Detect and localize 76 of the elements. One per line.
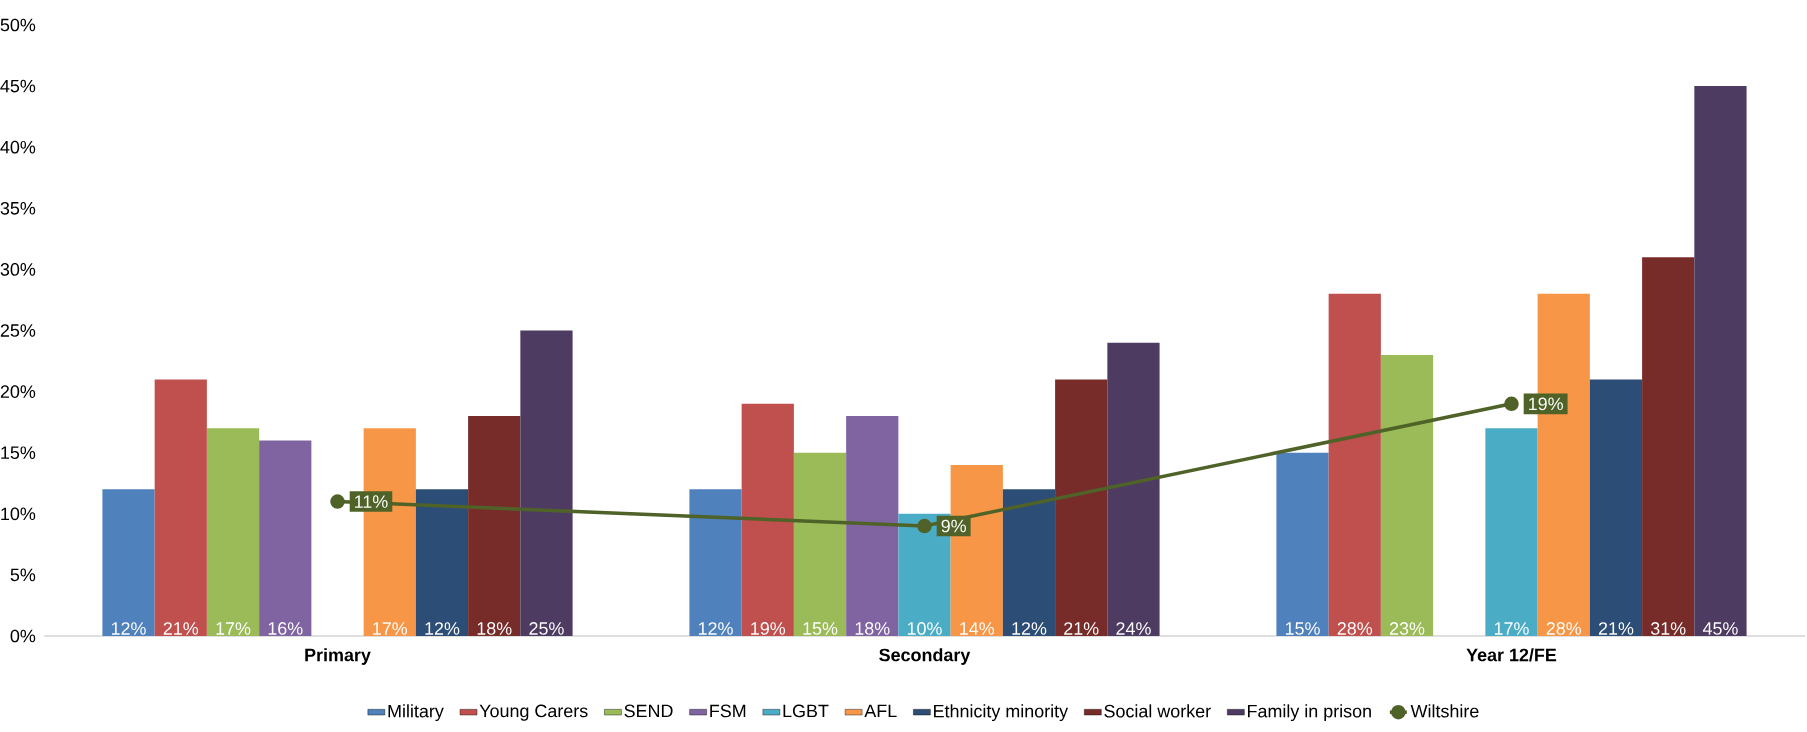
bar <box>1055 379 1108 636</box>
legend-label: LGBT <box>783 704 829 718</box>
data-label: 12% <box>425 622 460 635</box>
y-tick-label: 20% <box>0 385 36 398</box>
data-label: 25% <box>529 622 564 635</box>
y-tick-label: 15% <box>1 446 36 459</box>
bar <box>1694 86 1747 636</box>
bar <box>206 428 260 636</box>
y-tick-label: 5% <box>10 568 36 582</box>
data-label: 12% <box>698 622 733 635</box>
legend-label: AFL <box>864 704 897 717</box>
y-tick-label: 30% <box>0 263 36 276</box>
y-tick-label: 45% <box>0 79 36 93</box>
legend-label: SEND <box>624 704 673 718</box>
y-tick-label: 35% <box>0 201 36 215</box>
bar <box>1589 379 1643 636</box>
point <box>330 494 345 509</box>
data-label: 15% <box>1285 622 1320 635</box>
data-label: 19% <box>751 622 786 635</box>
data-label: 14% <box>960 622 995 635</box>
bar <box>259 440 312 636</box>
legend-label: Young Carers <box>479 704 588 721</box>
data-label: 45% <box>1702 622 1738 635</box>
data-label: 17% <box>1494 622 1529 635</box>
data-label: 19% <box>1529 397 1563 411</box>
legend-label: Family in prison <box>1247 704 1371 722</box>
y-tick-label: 25% <box>0 324 36 337</box>
bar <box>102 489 155 636</box>
data-label: 16% <box>268 622 303 635</box>
bar <box>154 379 207 636</box>
y-tick-label: 0% <box>10 629 36 643</box>
x-tick-label: Year 12/FE <box>1466 648 1557 662</box>
bar <box>1002 489 1056 636</box>
data-label: 31% <box>1650 622 1686 635</box>
data-label: 9% <box>941 519 966 533</box>
data-label: 24% <box>1116 622 1151 635</box>
bar <box>1328 293 1381 636</box>
bar <box>520 330 573 636</box>
y-tick-label: 10% <box>1 507 36 521</box>
data-label: 18% <box>477 622 512 635</box>
data-label: 21% <box>163 622 199 635</box>
bar <box>1642 257 1695 636</box>
bar <box>1380 354 1434 636</box>
x-tick-label: Primary <box>305 648 371 665</box>
bar <box>415 489 469 636</box>
data-label: 21% <box>1598 622 1634 635</box>
data-label: 28% <box>1337 622 1373 635</box>
bar <box>741 403 794 636</box>
data-label: 21% <box>1064 622 1099 635</box>
bar <box>468 416 521 636</box>
data-label: 28% <box>1546 622 1582 635</box>
bar <box>1107 342 1160 636</box>
y-tick-label: 50% <box>0 18 36 32</box>
point <box>917 518 932 534</box>
legend-label: Ethnicity minority <box>934 704 1069 722</box>
legend-label: Military <box>388 704 444 722</box>
x-tick-label: Secondary <box>879 648 971 665</box>
point <box>1504 396 1519 412</box>
data-label: 12% <box>111 622 146 635</box>
bar <box>846 416 899 636</box>
data-label: 11% <box>355 495 388 508</box>
data-label: 18% <box>855 622 890 635</box>
data-label: 17% <box>373 622 408 635</box>
legend-label: Social worker <box>1104 704 1211 718</box>
data-label: 12% <box>1012 622 1047 635</box>
data-label: 15% <box>803 622 838 635</box>
bar <box>793 452 847 636</box>
legend-label: FSM <box>710 704 746 718</box>
y-tick-label: 40% <box>0 140 36 154</box>
bar <box>1276 452 1329 636</box>
data-label: 10% <box>907 622 942 635</box>
legend-label: Wiltshire <box>1410 704 1479 718</box>
data-label: 17% <box>216 622 251 635</box>
data-label: 23% <box>1389 622 1425 635</box>
bar <box>689 489 742 636</box>
bar <box>1485 428 1538 636</box>
